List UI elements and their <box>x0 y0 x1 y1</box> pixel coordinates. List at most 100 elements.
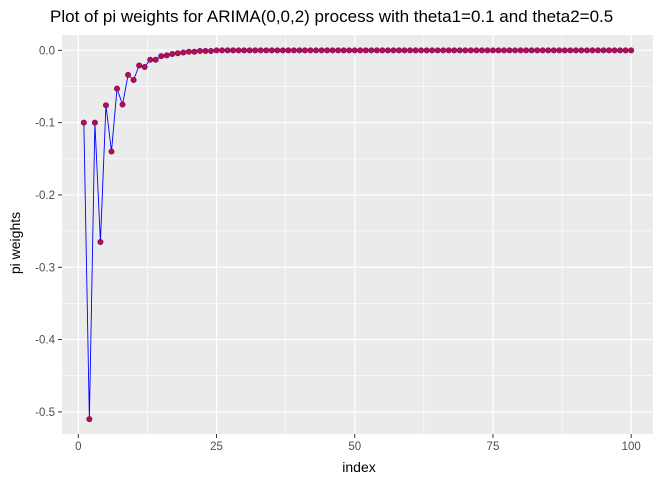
x-tick-label: 50 <box>348 441 361 453</box>
data-point-27 <box>224 47 231 54</box>
data-point-100 <box>628 47 635 54</box>
data-point-14 <box>152 56 159 63</box>
data-point-35 <box>268 47 275 54</box>
y-tick-label: -0.4 <box>35 335 55 347</box>
data-point-31 <box>246 47 253 54</box>
data-point-2 <box>86 416 93 423</box>
axis-ticks <box>58 49 632 438</box>
data-point-71 <box>467 47 474 54</box>
data-point-1 <box>80 119 87 126</box>
data-point-15 <box>158 53 165 60</box>
data-point-10 <box>130 76 137 83</box>
data-point-64 <box>429 47 436 54</box>
data-point-3 <box>91 119 98 126</box>
data-point-88 <box>561 47 568 54</box>
data-point-41 <box>301 47 308 54</box>
x-axis-title: index <box>342 459 375 475</box>
data-point-49 <box>346 47 353 54</box>
data-point-89 <box>567 47 574 54</box>
data-point-7 <box>114 85 121 92</box>
data-point-5 <box>102 102 109 109</box>
data-point-66 <box>440 47 447 54</box>
y-tick-label: -0.5 <box>35 407 55 419</box>
data-point-91 <box>578 47 585 54</box>
data-point-22 <box>196 48 203 55</box>
data-point-61 <box>412 47 419 54</box>
data-point-72 <box>473 47 480 54</box>
data-point-97 <box>611 47 618 54</box>
data-point-40 <box>296 47 303 54</box>
data-point-92 <box>583 47 590 54</box>
data-point-4 <box>97 238 104 245</box>
data-point-26 <box>219 47 226 54</box>
data-point-42 <box>307 47 314 54</box>
data-point-38 <box>285 47 292 54</box>
x-tick-label: 25 <box>210 441 223 453</box>
data-point-56 <box>384 47 391 54</box>
data-point-21 <box>191 48 198 55</box>
data-point-37 <box>279 47 286 54</box>
data-point-43 <box>313 47 320 54</box>
y-tick-label: -0.1 <box>35 118 55 130</box>
data-point-60 <box>407 47 414 54</box>
data-point-77 <box>501 47 508 54</box>
data-point-94 <box>594 47 601 54</box>
axis-tick-labels: 0 25 50 75 100 -0.5 -0.4 -0.3 -0.2 -0.1 0.0 <box>35 45 641 453</box>
data-point-48 <box>340 47 347 54</box>
data-point-80 <box>517 47 524 54</box>
data-point-55 <box>379 47 386 54</box>
data-point-84 <box>539 47 546 54</box>
data-point-51 <box>357 47 364 54</box>
data-point-32 <box>252 47 259 54</box>
data-point-25 <box>213 47 220 54</box>
data-point-19 <box>180 49 187 56</box>
data-point-81 <box>523 47 530 54</box>
data-point-76 <box>495 47 502 54</box>
data-point-78 <box>506 47 513 54</box>
y-tick-label: 0.0 <box>39 45 55 57</box>
minor-gridlines <box>62 35 653 434</box>
series-points <box>80 47 635 423</box>
data-point-95 <box>600 47 607 54</box>
data-point-39 <box>290 47 297 54</box>
data-point-52 <box>362 47 369 54</box>
x-tick-label: 0 <box>75 441 81 453</box>
data-point-12 <box>141 63 148 70</box>
x-tick-label: 100 <box>622 441 641 453</box>
data-point-98 <box>617 47 624 54</box>
data-point-67 <box>445 47 452 54</box>
data-point-79 <box>512 47 519 54</box>
data-point-59 <box>401 47 408 54</box>
data-point-36 <box>274 47 281 54</box>
data-point-17 <box>169 50 176 57</box>
data-point-16 <box>163 52 170 59</box>
data-point-69 <box>456 47 463 54</box>
data-point-73 <box>478 47 485 54</box>
data-point-18 <box>174 50 181 57</box>
data-point-33 <box>257 47 264 54</box>
data-point-53 <box>368 47 375 54</box>
data-point-30 <box>241 47 248 54</box>
data-point-74 <box>484 47 491 54</box>
data-point-13 <box>147 56 154 63</box>
y-axis-title: pi weights <box>7 212 23 274</box>
data-point-46 <box>329 47 336 54</box>
data-point-45 <box>324 47 331 54</box>
data-point-83 <box>534 47 541 54</box>
data-point-24 <box>207 48 214 55</box>
data-point-96 <box>606 47 613 54</box>
data-point-11 <box>136 62 143 69</box>
data-point-47 <box>335 47 342 54</box>
data-point-93 <box>589 47 596 54</box>
data-point-62 <box>418 47 425 54</box>
data-point-54 <box>373 47 380 54</box>
plot-panel <box>62 35 653 434</box>
data-point-58 <box>395 47 402 54</box>
data-point-86 <box>550 47 557 54</box>
data-point-87 <box>556 47 563 54</box>
data-point-44 <box>318 47 325 54</box>
data-point-99 <box>622 47 629 54</box>
data-point-75 <box>489 47 496 54</box>
data-point-82 <box>528 47 535 54</box>
